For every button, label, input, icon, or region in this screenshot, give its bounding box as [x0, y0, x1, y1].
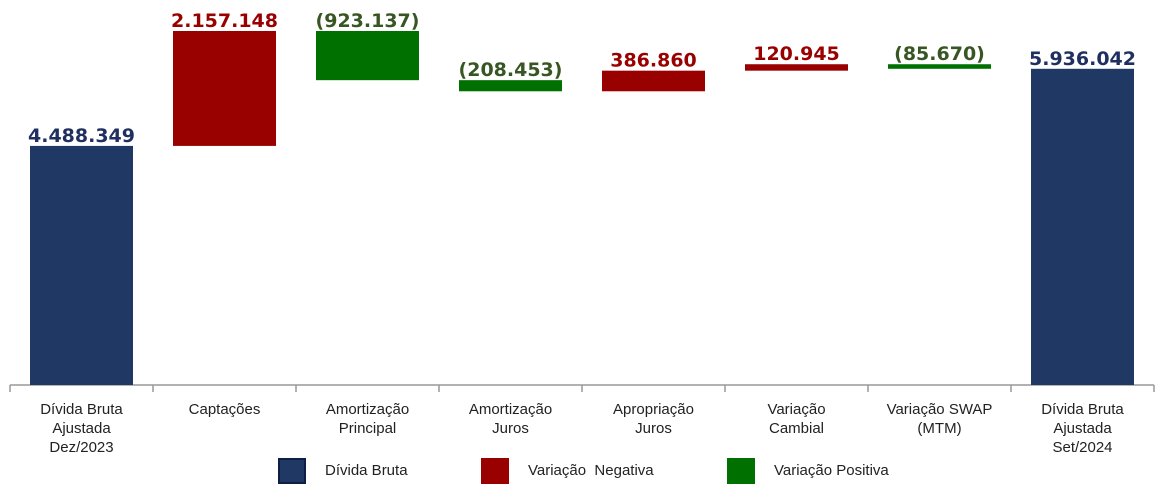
legend-swatch — [481, 458, 509, 484]
bar — [173, 31, 276, 146]
bar — [888, 64, 991, 69]
x-tick-label: Amortização Juros — [468, 401, 553, 437]
bar — [459, 80, 562, 92]
data-label: (923.137) — [316, 10, 420, 32]
data-label: 386.860 — [610, 50, 697, 72]
data-label: 2.157.148 — [171, 10, 278, 32]
bar — [316, 31, 419, 81]
data-label: (85.670) — [894, 43, 985, 65]
x-tick-label: Apropriação Juros — [613, 401, 694, 437]
x-tick-label: Captações — [188, 401, 261, 418]
bar — [30, 145, 133, 385]
legend-swatch — [278, 458, 306, 484]
bar — [745, 64, 848, 71]
legend-label: Dívida Bruta — [325, 462, 408, 479]
bar — [1031, 68, 1134, 386]
x-tick-label: Dívida Bruta Ajustada Set/2024 — [1041, 401, 1124, 456]
data-label: (208.453) — [459, 59, 563, 81]
x-tick-label: Dívida Bruta Ajustada Dez/2023 — [40, 401, 123, 456]
legend-label: Variação Negativa — [528, 462, 654, 479]
legend-label: Variação Positiva — [774, 462, 889, 479]
data-label: 5.936.042 — [1029, 48, 1136, 70]
x-tick-label: Variação SWAP (MTM) — [886, 401, 993, 437]
x-tick-label: Amortização Principal — [325, 401, 410, 437]
x-tick-label: Variação Cambial — [767, 401, 826, 437]
legend-swatch — [727, 458, 755, 484]
data-label: 120.945 — [753, 43, 840, 65]
data-label: 4.488.349 — [28, 125, 135, 147]
bar — [602, 70, 705, 92]
